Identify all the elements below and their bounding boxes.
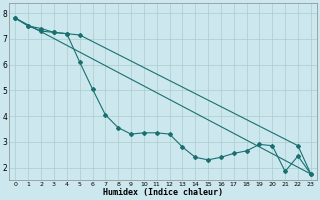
X-axis label: Humidex (Indice chaleur): Humidex (Indice chaleur) [103,188,223,197]
